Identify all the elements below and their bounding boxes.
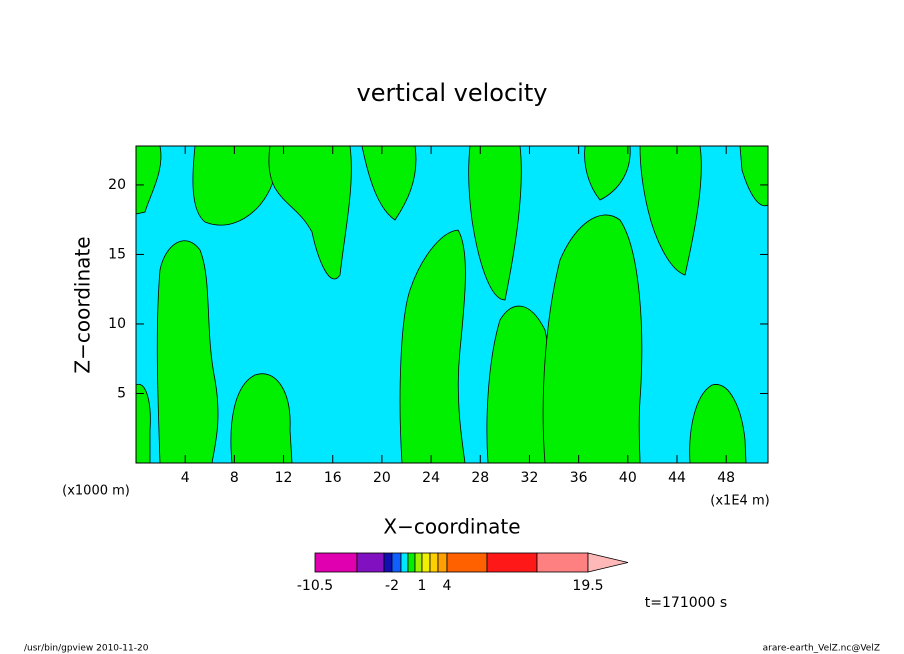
x-tick-label: 48 [717, 470, 735, 486]
colorbar-segment [536, 552, 589, 573]
colorbar-tick-label: -2 [385, 578, 399, 594]
y-tick-label: 10 [108, 316, 126, 332]
colorbar: -10.5 -2 1 4 19.5 [297, 552, 629, 594]
footer-right: arare-earth_VelZ.nc@VelZ [763, 644, 880, 654]
colorbar-tick-label: 1 [418, 578, 427, 594]
colorbar-segment [437, 552, 448, 573]
colorbar-segment [356, 552, 385, 573]
x-tick-label: 16 [324, 470, 342, 486]
x-tick-label: 8 [230, 470, 239, 486]
x-tick-label: 24 [422, 470, 440, 486]
contour-band [135, 145, 769, 464]
colorbar-segment [400, 552, 409, 573]
y-tick-label: 20 [108, 177, 126, 193]
colorbar-segment [414, 552, 423, 573]
colorbar-tick-label: -10.5 [297, 578, 333, 594]
x-tick-label: 40 [619, 470, 637, 486]
annotation: t=171000 s [645, 595, 727, 611]
y-tick-label: 5 [117, 385, 126, 401]
x-tick-label: 4 [181, 470, 190, 486]
field [135, 145, 769, 464]
colorbar-segment [383, 552, 393, 573]
x-tick-label: 28 [471, 470, 489, 486]
colorbar-extension [587, 552, 629, 573]
x-tick-label: 12 [275, 470, 293, 486]
footer-left: /usr/bin/gpview 2010-11-20 [24, 644, 149, 654]
y-tick-label: 15 [108, 246, 126, 262]
colorbar-segment [314, 552, 358, 573]
x-tick-label: 36 [570, 470, 588, 486]
plot-frame [135, 145, 769, 464]
x-axis-label: X−coordinate [383, 515, 520, 539]
colorbar-segment [421, 552, 431, 573]
colorbar-tick-label: 4 [443, 578, 452, 594]
chart-title: vertical velocity [357, 79, 548, 107]
colorbar-segment [446, 552, 488, 573]
x-unit: (x1E4 m) [710, 494, 769, 509]
colorbar-segment [391, 552, 402, 573]
x-tick-label: 32 [521, 470, 539, 486]
y-unit: (x1000 m) [62, 484, 130, 499]
x-tick-label: 20 [373, 470, 391, 486]
colorbar-segment [407, 552, 416, 573]
x-tick-label: 44 [668, 470, 686, 486]
colorbar-segment [486, 552, 538, 573]
y-axis-label: Z−coordinate [71, 236, 95, 373]
colorbar-tick-label: 19.5 [572, 578, 603, 594]
colorbar-segment [429, 552, 439, 573]
